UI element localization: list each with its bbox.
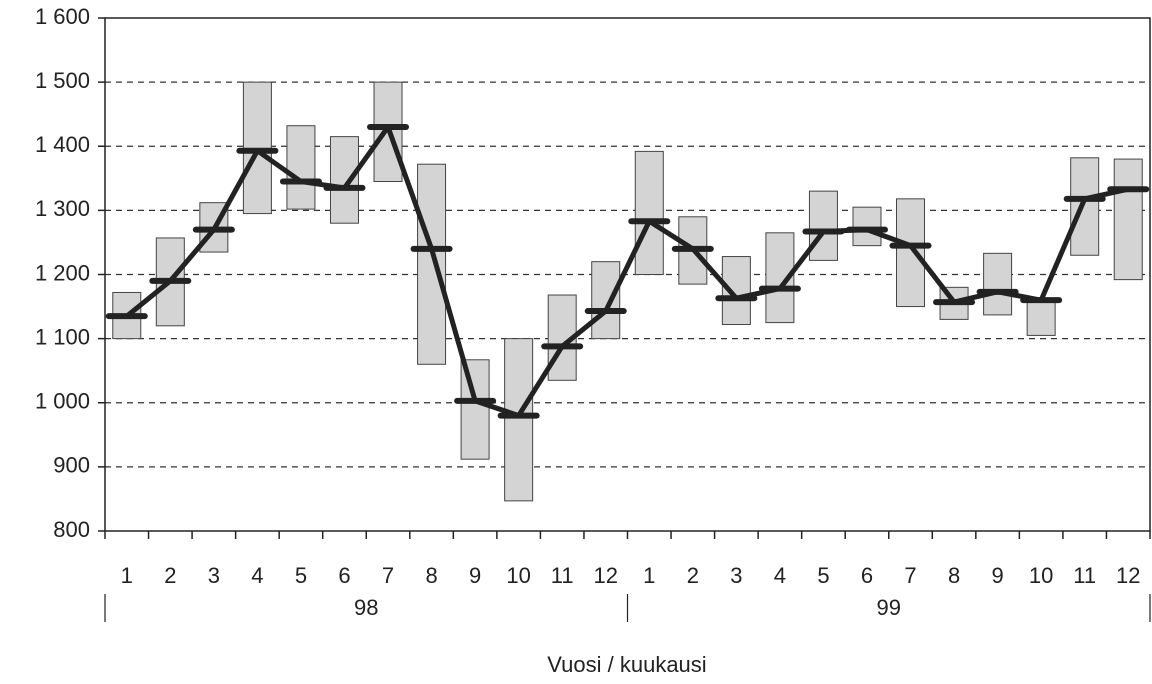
x-tick-label: 6 [861,563,873,588]
x-tick-label: 10 [506,563,530,588]
range-bar [896,198,926,308]
range-bar [591,261,621,340]
x-tick-label: 6 [338,563,350,588]
x-tick-label: 10 [1029,563,1053,588]
x-tick-label: 12 [593,563,617,588]
y-tick-label: 1 400 [35,132,90,157]
y-tick-label: 1 200 [35,260,90,285]
range-bar [329,136,359,224]
range-bar [417,163,447,365]
range-bar [286,125,316,210]
y-tick-label: 1 000 [35,389,90,414]
x-tick-label: 7 [382,563,394,588]
x-tick-label: 1 [643,563,655,588]
x-tick-label: 3 [208,563,220,588]
x-tick-label: 12 [1116,563,1140,588]
y-tick-label: 800 [53,517,90,542]
x-tick-label: 11 [551,563,574,588]
x-axis-label: Vuosi / kuukausi [547,652,706,677]
range-bar [983,252,1013,316]
group-label: 99 [877,595,901,620]
x-tick-label: 2 [687,563,699,588]
x-tick-label: 8 [948,563,960,588]
x-tick-label: 4 [251,563,263,588]
x-tick-label: 7 [904,563,916,588]
x-tick-label: 9 [469,563,481,588]
range-bar [1113,158,1143,281]
x-tick-label: 5 [295,563,307,588]
range-bar [504,338,534,502]
range-bar [852,206,882,247]
range-bar [808,190,838,261]
x-tick-label: 1 [121,563,133,588]
y-tick-label: 1 100 [35,324,90,349]
range-bar [1070,157,1100,256]
range-bar [634,150,664,276]
x-tick-label: 3 [730,563,742,588]
y-tick-label: 1 600 [35,4,90,29]
x-tick-label: 2 [164,563,176,588]
x-tick-label: 4 [774,563,786,588]
x-tick-label: 11 [1073,563,1096,588]
y-tick-label: 1 500 [35,68,90,93]
line [125,124,1129,419]
group-label: 98 [354,595,378,620]
y-tick-label: 900 [53,453,90,478]
x-tick-label: 9 [991,563,1003,588]
range-bar [1026,299,1056,336]
x-tick-label: 8 [425,563,437,588]
y-tick-label: 1 300 [35,196,90,221]
x-tick-label: 5 [817,563,829,588]
